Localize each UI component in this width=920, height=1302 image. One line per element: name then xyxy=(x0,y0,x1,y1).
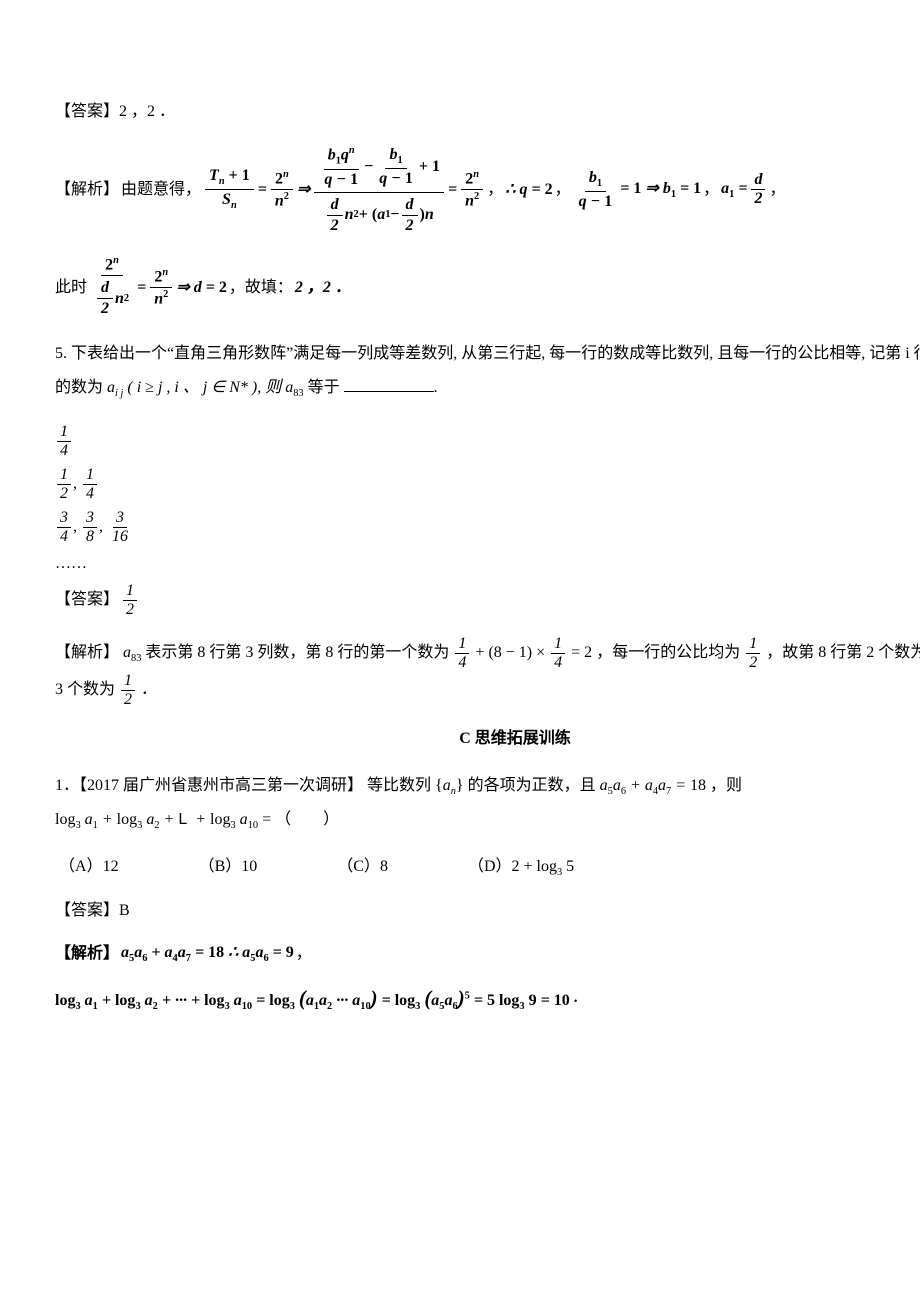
cond: ( i ≥ j , i 、 j ∈ N* ), 则 xyxy=(127,379,281,396)
frac-2n-n2: 2n n2 xyxy=(271,168,293,212)
c1-textB: } 的各项为正数，且 xyxy=(456,777,600,794)
p5-jiexi-label: 【解析】 xyxy=(55,644,119,661)
choice-d-val: 2 + log3 5 xyxy=(512,858,575,875)
comma2: ， xyxy=(555,178,571,202)
c1-source: 【2017 届广州省惠州市高三第一次调研】 xyxy=(79,777,363,794)
a83-2: a83 xyxy=(123,644,141,661)
frac-2n-n2-2: 2n n2 xyxy=(461,168,483,212)
therefore-q: ∴ q = 2 xyxy=(505,178,552,202)
blank-fill xyxy=(344,375,434,392)
para-answer-4: 【答案】2 ，2 ． xyxy=(55,100,920,124)
choice-c-label: （C） xyxy=(337,858,380,875)
triangle-row3: 34, 38, 316 xyxy=(55,509,920,546)
problem5: 5. 下表给出一个“直角三角形数阵”满足每一列成等差数列, 从第三行起, 每一行… xyxy=(55,337,920,405)
section-c: C 思维拓展训练 xyxy=(55,727,920,751)
comma3: ， xyxy=(703,178,719,202)
p5-ans-label: 【答案】 xyxy=(55,588,119,612)
choice-b-val: 10 xyxy=(241,858,257,875)
para-jiexi-4b: 此时 2n d2 n2 = 2n n2 ⇒ d = 2 ，故填： 2 ，2 ． xyxy=(55,254,920,321)
para-jiexi-4: 【解析】 由题意得， Tn + 1 Sn = 2n n2 ⇒ b1qnq − 1… xyxy=(55,142,920,238)
c1-jiexi-eq1: a5a6 + a4a7 = 18 ∴ a5a6 = 9 xyxy=(121,941,294,967)
arrow2: ⇒ d = 2 xyxy=(176,276,227,300)
frac-giant: b1qnq − 1 − b1q − 1 + 1 d2 n2 + (a1 − d2… xyxy=(314,142,444,238)
comma1: ， xyxy=(487,178,503,202)
eq-b1: = 1 ⇒ b1 = 1 xyxy=(620,177,701,203)
choice-a-label: （A） xyxy=(59,858,103,875)
cond-eq: a5a6 + a4a7 = 18 xyxy=(600,777,706,794)
eq1: = xyxy=(258,178,267,202)
c1-sum-end: = （ ） xyxy=(262,811,339,828)
triangle-dots: …… xyxy=(55,552,920,576)
p5-jiexi-end: ． xyxy=(141,681,157,698)
frac-left: 2n d2 n2 xyxy=(91,254,133,321)
choice-c[interactable]: （C）8 xyxy=(337,855,388,881)
aij: ai j xyxy=(107,379,123,396)
choice-b[interactable]: （B）10 xyxy=(199,855,258,881)
choice-a[interactable]: （A）12 xyxy=(59,855,119,881)
p5-jiexi: 【解析】 a83 表示第 8 行第 3 列数，第 8 行的第一个数为 14 + … xyxy=(55,635,920,709)
frac-b1-q1: b1 q − 1 xyxy=(575,168,617,213)
plus81: + (8 − 1) × xyxy=(475,644,549,661)
c1-ans: 【答案】B xyxy=(55,899,920,923)
c1-jiexi2: log3 a1 + log3 a2 + ··· + log3 a10 = log… xyxy=(55,983,920,1015)
c1-jiexi1: 【解析】 a5a6 + a4a7 = 18 ∴ a5a6 = 9 ， xyxy=(55,941,920,967)
triangle-row1: 14 xyxy=(55,423,920,460)
jiexi-outro: ，故填： xyxy=(229,276,293,300)
c1-jiexi-label: 【解析】 xyxy=(55,942,119,966)
an: an xyxy=(443,777,456,794)
eq2b: = 2 xyxy=(571,644,592,661)
choices-c1: （A）12 （B）10 （C）8 （D）2 + log3 5 xyxy=(59,855,920,881)
frac14a: 14 xyxy=(455,635,469,672)
eq2: = xyxy=(448,178,457,202)
frac-right: 2n n2 xyxy=(150,266,172,310)
c1-cond-end: ，则 xyxy=(710,777,742,794)
c1-jiexi-eq2: log3 a1 + log3 a2 + ··· + log3 a10 = log… xyxy=(55,983,570,1015)
a83: a83 xyxy=(285,379,303,396)
ans-half: 12 xyxy=(123,582,137,619)
comma4: ， xyxy=(769,178,785,202)
choice-d[interactable]: （D）2 + log3 5 xyxy=(468,855,574,881)
choice-d-label: （D） xyxy=(468,858,512,875)
c1-textA: 等比数列 { xyxy=(367,777,443,794)
log-sum: log3 a1 + log3 a2 + L + log3 a10 xyxy=(55,811,262,828)
p5-textB: 等于 xyxy=(308,379,340,396)
frac-d2: d2 xyxy=(751,171,765,208)
choice-b-label: （B） xyxy=(199,858,242,875)
frac14b: 14 xyxy=(551,635,565,672)
eq3: = xyxy=(137,276,146,300)
period-c1: ． xyxy=(572,986,588,1010)
choice-a-val: 12 xyxy=(103,858,119,875)
a1-eq: a1 = xyxy=(721,177,747,203)
frac12a: 12 xyxy=(746,635,760,672)
p5-jiexiA: 表示第 8 行第 3 列数，第 8 行的第一个数为 xyxy=(145,644,449,661)
cishi: 此时 xyxy=(55,276,87,300)
problem-c1: 1．【2017 届广州省惠州市高三第一次调研】 等比数列 {an} 的各项为正数… xyxy=(55,769,920,837)
frac12b: 12 xyxy=(121,672,135,709)
frac-Tn-Sn: Tn + 1 Sn xyxy=(205,166,254,214)
jiexi-fill: 2 ，2 ． xyxy=(295,276,351,300)
comma-c1: ， xyxy=(296,942,312,966)
jiexi-intro: 由题意得， xyxy=(121,178,201,202)
p5-answer: 【答案】 12 xyxy=(55,582,920,619)
choice-c-val: 8 xyxy=(380,858,388,875)
arrow1: ⇒ xyxy=(297,178,310,202)
label-jiexi: 【解析】 xyxy=(55,178,119,202)
triangle-row2: 12, 14 xyxy=(55,466,920,503)
c1-num: 1． xyxy=(55,777,79,794)
p5-jiexiB: ，每一行的公比均为 xyxy=(596,644,740,661)
p5-num: 5. xyxy=(55,345,71,362)
